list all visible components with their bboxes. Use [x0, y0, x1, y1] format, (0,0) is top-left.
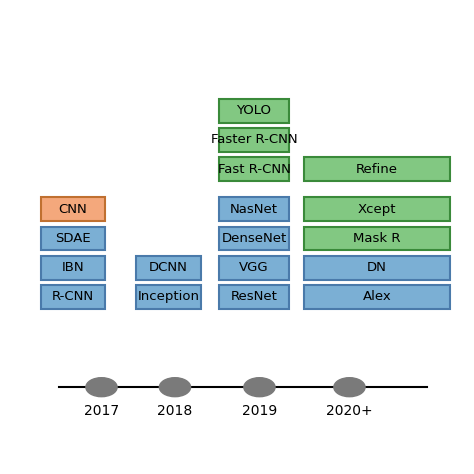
- Text: VGG: VGG: [239, 261, 269, 274]
- FancyBboxPatch shape: [41, 256, 105, 280]
- Text: SDAE: SDAE: [55, 232, 91, 245]
- Text: Inception: Inception: [137, 291, 200, 303]
- Ellipse shape: [244, 378, 275, 397]
- Text: R-CNN: R-CNN: [52, 291, 94, 303]
- Text: DCNN: DCNN: [149, 261, 188, 274]
- FancyBboxPatch shape: [219, 157, 289, 181]
- Text: Xcept: Xcept: [358, 203, 396, 216]
- FancyBboxPatch shape: [303, 256, 450, 280]
- Text: Refine: Refine: [356, 163, 398, 175]
- FancyBboxPatch shape: [41, 227, 105, 250]
- FancyBboxPatch shape: [303, 285, 450, 309]
- Text: NasNet: NasNet: [230, 203, 278, 216]
- FancyBboxPatch shape: [41, 285, 105, 309]
- FancyBboxPatch shape: [41, 197, 105, 221]
- FancyBboxPatch shape: [219, 256, 289, 280]
- FancyBboxPatch shape: [303, 227, 450, 250]
- FancyBboxPatch shape: [303, 157, 450, 181]
- Text: Alex: Alex: [363, 291, 392, 303]
- Text: CNN: CNN: [59, 203, 87, 216]
- FancyBboxPatch shape: [219, 285, 289, 309]
- Text: ResNet: ResNet: [230, 291, 277, 303]
- Text: DenseNet: DenseNet: [221, 232, 287, 245]
- FancyBboxPatch shape: [137, 285, 201, 309]
- Text: DN: DN: [367, 261, 387, 274]
- Text: YOLO: YOLO: [237, 104, 272, 117]
- Text: Fast R-CNN: Fast R-CNN: [218, 163, 291, 175]
- Text: IBN: IBN: [62, 261, 84, 274]
- Text: Faster R-CNN: Faster R-CNN: [210, 133, 297, 146]
- Text: 2020+: 2020+: [326, 404, 373, 418]
- FancyBboxPatch shape: [219, 128, 289, 152]
- FancyBboxPatch shape: [303, 197, 450, 221]
- Text: 2018: 2018: [157, 404, 192, 418]
- FancyBboxPatch shape: [219, 227, 289, 250]
- Ellipse shape: [334, 378, 365, 397]
- Text: Mask R: Mask R: [353, 232, 401, 245]
- Ellipse shape: [86, 378, 117, 397]
- FancyBboxPatch shape: [137, 256, 201, 280]
- Text: 2017: 2017: [84, 404, 119, 418]
- FancyBboxPatch shape: [219, 197, 289, 221]
- Text: 2019: 2019: [242, 404, 277, 418]
- Ellipse shape: [159, 378, 191, 397]
- FancyBboxPatch shape: [219, 99, 289, 123]
